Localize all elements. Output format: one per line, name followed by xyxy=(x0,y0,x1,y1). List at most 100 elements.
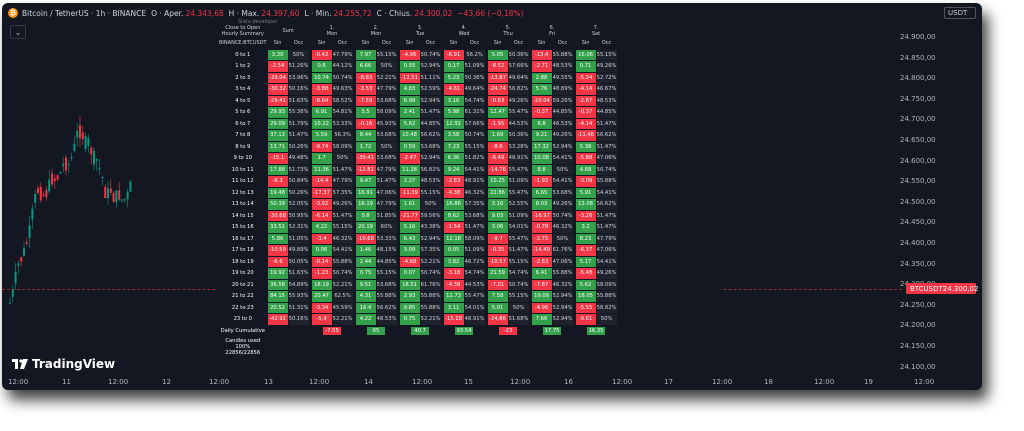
occ-value: 53.68% xyxy=(376,153,397,164)
spacer xyxy=(574,25,575,37)
sin-value: -15.1 xyxy=(267,153,288,164)
spacer xyxy=(530,38,531,49)
occ-value: 51.63% xyxy=(288,268,309,279)
spacer xyxy=(354,84,355,95)
occ-value: 50.16% xyxy=(288,314,309,325)
candle-body xyxy=(93,150,95,165)
sin-header: Sin xyxy=(361,40,370,47)
occ-value: 58.82% xyxy=(596,302,617,313)
occ-value: 55.15% xyxy=(332,222,353,233)
spacer xyxy=(530,303,531,314)
occ-value: 55.88% xyxy=(552,49,573,60)
occ-value: 46.32% xyxy=(464,187,485,198)
sin-value: 12.91 xyxy=(443,118,464,129)
sin-value: -5.88 xyxy=(575,153,596,164)
spacer xyxy=(398,199,399,210)
sum-header: Sum xyxy=(282,28,294,34)
spacer xyxy=(398,96,399,107)
occ-value: 54.74% xyxy=(508,268,529,279)
spacer xyxy=(574,61,575,72)
occ-value: 52.94% xyxy=(552,314,573,325)
sin-value: 1.69 xyxy=(487,130,508,141)
price-axis-label: 24.800,00 xyxy=(900,74,936,83)
tradingview-logo[interactable]: TradingView xyxy=(12,357,115,371)
currency-selector[interactable]: USDT xyxy=(944,7,976,19)
occ-value: 50% xyxy=(552,233,573,244)
candles-used-label: Candles used xyxy=(225,338,261,344)
occ-value: 51.47% xyxy=(464,222,485,233)
sin-value: -4.96 xyxy=(531,302,552,313)
sin-value: 7.58 xyxy=(487,291,508,302)
sin-value: 11.36 xyxy=(311,164,332,175)
candle-body xyxy=(9,302,11,304)
occ-value: 52.94% xyxy=(552,302,573,313)
occ-value: 50.26% xyxy=(288,187,309,198)
occ-value: 52.94% xyxy=(552,141,573,152)
spacer xyxy=(310,96,311,107)
sin-value: -1.54 xyxy=(443,222,464,233)
time-axis-label: 12:00 xyxy=(914,378,935,386)
spacer xyxy=(442,314,443,325)
occ-value: 51.47% xyxy=(596,210,617,221)
spacer xyxy=(574,142,575,153)
sin-value: -21.77 xyxy=(399,210,420,221)
occ-value: 46.53% xyxy=(552,118,573,129)
sin-value: 2.44 xyxy=(355,256,376,267)
sin-value: -3.09 xyxy=(575,176,596,187)
occ-value: 50.16% xyxy=(288,84,309,95)
sin-value: 8.44 xyxy=(355,130,376,141)
sin-value: -4.61 xyxy=(443,84,464,95)
sin-value: 84.15 xyxy=(267,291,288,302)
day-name: Sat xyxy=(591,31,601,37)
time-axis-label: 12:00 xyxy=(712,378,733,386)
daily-cumulative-value: -7.55 xyxy=(323,326,342,335)
sin-value: -24.86 xyxy=(487,314,508,325)
time-axis[interactable]: 12:00 11 12:00 12 12:00 13 12:00 14 12:00 15 12:00… xyxy=(2,376,982,390)
occ-value: 45.93% xyxy=(376,118,397,129)
occ-value: 50.36% xyxy=(508,130,529,141)
occ-value: 56.62% xyxy=(420,130,441,141)
spacer xyxy=(442,130,443,141)
occ-value: 48.91% xyxy=(464,176,485,187)
sin-value: 17.32 xyxy=(531,141,552,152)
occ-header: Occ xyxy=(337,40,348,47)
table-row: 21 to 22 84.15 55.93% 20.47 62.5% 4.31 55.88% 2… xyxy=(219,291,617,302)
sin-value: -29.04 xyxy=(267,72,288,83)
symbol-title[interactable]: Bitcoin / TetherUS · 1h · BINANCE xyxy=(22,8,147,18)
sin-value: 7.66 xyxy=(531,314,552,325)
price-axis-label: 24.100,00 xyxy=(900,362,936,371)
price-axis[interactable]: 24.900,00 24.850,00 24.800,00 24.750,00 24.7… xyxy=(890,9,978,378)
empty-cell xyxy=(268,326,309,337)
occ-value: 50% xyxy=(508,302,529,313)
legend-header: ₿ Bitcoin / TetherUS · 1h · BINANCE O · … xyxy=(8,6,523,20)
spacer xyxy=(574,153,575,164)
spacer xyxy=(442,50,443,61)
sin-value: 3.06 xyxy=(487,222,508,233)
sin-value: 12.18 xyxy=(443,233,464,244)
occ-value: 47.79% xyxy=(332,49,353,60)
occ-header: Occ xyxy=(513,40,524,47)
spacer xyxy=(398,165,399,176)
spacer xyxy=(354,268,355,279)
spacer xyxy=(574,176,575,187)
sin-value: 16.06 xyxy=(575,49,596,60)
spacer xyxy=(354,153,355,164)
occ-value: 60% xyxy=(376,222,397,233)
candle-body xyxy=(51,173,53,185)
time-axis-label: 12:00 xyxy=(108,378,129,386)
spacer xyxy=(442,291,443,302)
sin-value: 10.08 xyxy=(531,153,552,164)
spacer xyxy=(354,130,355,141)
occ-value: 44.85% xyxy=(376,256,397,267)
sin-value: 5.76 xyxy=(531,84,552,95)
collapse-legend-button[interactable]: ⌄ xyxy=(10,25,26,39)
occ-value: 55.15% xyxy=(508,256,529,267)
occ-value: 48.53% xyxy=(552,61,573,72)
occ-value: 44.53% xyxy=(508,118,529,129)
sin-value: 0.75 xyxy=(399,314,420,325)
sin-header: Sin xyxy=(493,40,502,47)
time-axis-label: 18 xyxy=(764,378,773,386)
price-axis-label: 24.200,00 xyxy=(900,321,936,330)
spacer xyxy=(486,199,487,210)
spacer xyxy=(354,234,355,245)
